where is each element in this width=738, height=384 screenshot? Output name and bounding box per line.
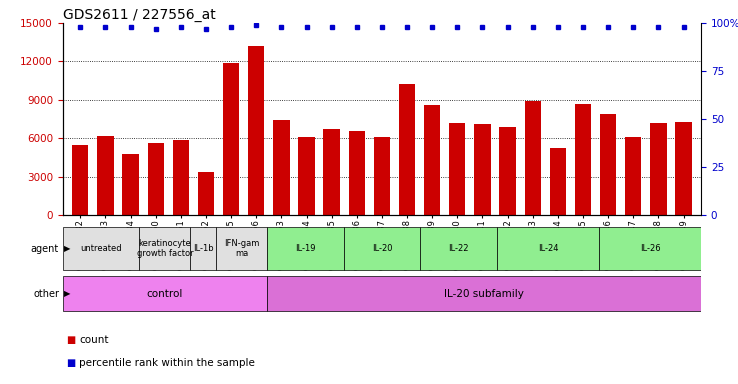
Bar xyxy=(323,129,339,215)
Bar xyxy=(123,154,139,215)
Text: agent: agent xyxy=(31,243,59,254)
Bar xyxy=(348,131,365,215)
Bar xyxy=(298,137,314,215)
Text: GDS2611 / 227556_at: GDS2611 / 227556_at xyxy=(63,8,215,22)
Text: control: control xyxy=(147,289,183,299)
Bar xyxy=(420,227,497,270)
Bar xyxy=(500,127,516,215)
Text: IFN-gam
ma: IFN-gam ma xyxy=(224,239,259,258)
Bar xyxy=(344,227,420,270)
Bar xyxy=(497,227,599,270)
Bar xyxy=(424,105,441,215)
Bar xyxy=(223,63,239,215)
Bar xyxy=(449,123,466,215)
Bar xyxy=(198,172,214,215)
Bar xyxy=(550,149,566,215)
Bar xyxy=(248,46,264,215)
Bar xyxy=(625,137,641,215)
Bar xyxy=(63,227,139,270)
Bar xyxy=(675,122,692,215)
Bar xyxy=(273,120,289,215)
Bar xyxy=(63,276,267,311)
Text: percentile rank within the sample: percentile rank within the sample xyxy=(79,358,255,368)
Text: keratinocyte
growth factor: keratinocyte growth factor xyxy=(137,239,193,258)
Bar xyxy=(525,101,541,215)
Text: IL-20 subfamily: IL-20 subfamily xyxy=(444,289,524,299)
Bar xyxy=(399,84,415,215)
Bar xyxy=(216,227,267,270)
Text: IL-20: IL-20 xyxy=(372,244,392,253)
Bar xyxy=(575,104,591,215)
Text: IL-22: IL-22 xyxy=(448,244,469,253)
Bar xyxy=(139,227,190,270)
Bar xyxy=(600,114,616,215)
Bar xyxy=(72,145,89,215)
Text: untreated: untreated xyxy=(80,244,122,253)
Bar xyxy=(148,143,164,215)
Bar xyxy=(173,139,189,215)
Bar xyxy=(267,227,344,270)
Text: IL-19: IL-19 xyxy=(295,244,316,253)
Bar xyxy=(475,124,491,215)
Text: other: other xyxy=(33,289,59,299)
Text: IL-1b: IL-1b xyxy=(193,244,213,253)
Text: ■: ■ xyxy=(66,335,75,345)
Bar xyxy=(599,227,701,270)
Bar xyxy=(650,123,666,215)
Text: count: count xyxy=(79,335,108,345)
Text: IL-24: IL-24 xyxy=(538,244,558,253)
Text: ▶: ▶ xyxy=(64,289,71,298)
Text: ■: ■ xyxy=(66,358,75,368)
Bar xyxy=(190,227,216,270)
Bar xyxy=(97,136,114,215)
Bar xyxy=(373,137,390,215)
Text: ▶: ▶ xyxy=(64,244,71,253)
Bar xyxy=(267,276,701,311)
Text: IL-26: IL-26 xyxy=(640,244,661,253)
